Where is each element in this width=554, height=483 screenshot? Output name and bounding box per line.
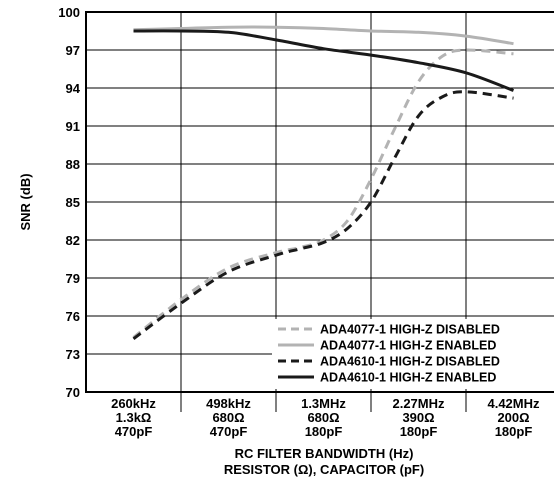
legend-label: ADA4610-1 HIGH-Z DISABLED [320,355,500,369]
series-line-1 [132,48,514,339]
x-tick-label: 680Ω [212,410,244,425]
x-tick-label: 200Ω [497,410,529,425]
y-tick-label: 82 [66,233,80,248]
series-line-3 [132,90,514,341]
y-tick-label: 97 [66,43,80,58]
y-tick-label: 85 [66,195,80,210]
x-tick-label: 390Ω [402,410,434,425]
legend-box [272,319,554,389]
x-tick-label: 180pF [305,424,343,439]
x-tick-label: 470pF [210,424,248,439]
x-tick-labels: 260kHz1.3kΩ470pF498kHz680Ω470pF1.3MHz680… [111,396,540,439]
x-tick-label: 180pF [495,424,533,439]
y-tick-label: 94 [66,81,81,96]
y-tick-labels: 70 73 76 79 82 85 88 91 94 97 100 [58,5,80,400]
y-tick-label: 79 [66,271,80,286]
x-axis-title-line-1: RC FILTER BANDWIDTH (Hz) [235,446,414,461]
y-tick-label: 100 [58,5,80,20]
x-tick-label: 498kHz [206,396,251,411]
legend-label: ADA4610-1 HIGH-Z ENABLED [320,371,496,385]
x-tick-label: 680Ω [307,410,339,425]
x-axis-title-line-2: RESISTOR (Ω), CAPACITOR (pF) [224,462,424,477]
x-tick-label: 1.3MHz [301,396,346,411]
legend-label: ADA4077-1 HIGH-Z DISABLED [320,323,500,337]
x-tick-label: 2.27MHz [392,396,445,411]
plot-frame [85,11,554,393]
legend: ADA4077-1 HIGH-Z DISABLED ADA4077-1 HIGH-… [272,319,554,389]
x-tick-label: 470pF [115,424,153,439]
x-tick-label: 1.3kΩ [116,410,152,425]
series-lines [132,25,515,341]
y-tick-label: 88 [66,157,80,172]
y-tick-label: 70 [66,385,80,400]
x-tick-label: 4.42MHz [487,396,540,411]
legend-label: ADA4077-1 HIGH-Z ENABLED [320,339,496,353]
plot-border [85,11,554,393]
y-tick-label: 76 [66,309,80,324]
y-tick-label: 91 [66,119,80,134]
series-line-2 [133,25,514,46]
y-axis-title: SNR (dB) [18,173,33,230]
series-line-4 [133,29,515,92]
y-tick-label: 73 [66,347,80,362]
x-tick-label: 260kHz [111,396,156,411]
x-tick-label: 180pF [400,424,438,439]
